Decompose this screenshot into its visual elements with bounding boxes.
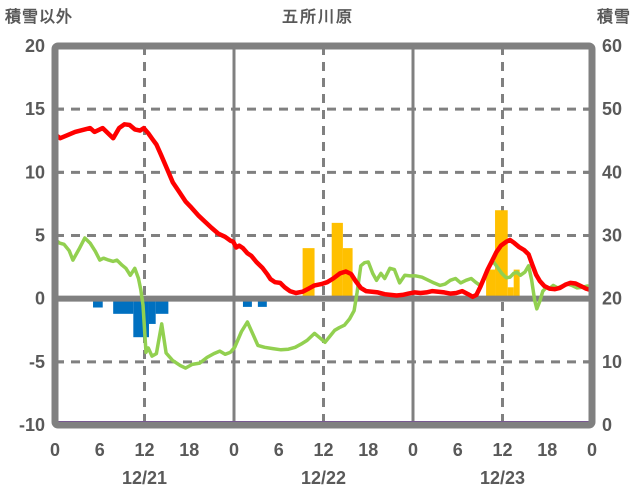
- plot-frame: [51, 42, 596, 429]
- x-axis-date-label: 12/23: [480, 468, 525, 488]
- right-axis-tick-label: 10: [602, 352, 622, 372]
- x-axis-date-label: 12/22: [301, 468, 346, 488]
- left-axis-tick-label: -5: [29, 352, 45, 372]
- right-axis-tick-label: 40: [602, 162, 622, 182]
- blue-bars-bar: [113, 298, 134, 314]
- blue-bars-bar: [257, 298, 267, 307]
- green-line-series: [53, 236, 594, 370]
- orange-bars-bar: [331, 222, 343, 299]
- x-axis-hour-label: 12: [313, 440, 333, 460]
- page-title: 五所川原: [281, 9, 354, 26]
- left-axis-tick-label: 0: [35, 289, 45, 309]
- right-axis-tick-label: 30: [602, 226, 622, 246]
- blue-bars-bar: [93, 298, 103, 308]
- right-axis-tick-label: 60: [602, 36, 622, 56]
- blue-bars-bar: [155, 298, 169, 314]
- left-axis-tick-label: 15: [25, 99, 45, 119]
- x-axis-hour-label: 12: [492, 440, 512, 460]
- x-axis-hour-label: 18: [179, 440, 199, 460]
- blue-bars-bar: [148, 298, 156, 324]
- x-axis-hour-label: 0: [408, 440, 418, 460]
- orange-bars-bar: [507, 287, 514, 299]
- x-axis-hour-label: 12: [134, 440, 154, 460]
- red-line-series: [52, 122, 595, 300]
- blue-bars-bar: [242, 298, 252, 307]
- blue-bars-bar: [133, 298, 149, 338]
- x-axis-date-label: 12/21: [122, 468, 167, 488]
- x-axis-hour-label: 18: [358, 440, 378, 460]
- x-axis-hour-label: 6: [274, 440, 284, 460]
- right-axis-tick-label: 50: [602, 99, 622, 119]
- right-axis-tick-label: 20: [602, 289, 622, 309]
- left-axis-title: 積雪以外: [5, 9, 74, 26]
- x-axis-hour-label: 6: [453, 440, 463, 460]
- orange-bars-bar: [513, 269, 520, 299]
- orange-bars-bar: [302, 248, 315, 299]
- left-axis-tick-label: 20: [25, 36, 45, 56]
- x-axis-hour-label: 0: [587, 440, 597, 460]
- x-axis-hour-label: 18: [537, 440, 557, 460]
- right-axis-tick-label: 0: [602, 415, 612, 435]
- x-axis-hour-label: 6: [95, 440, 105, 460]
- right-axis-title: 積雪: [596, 9, 631, 26]
- x-axis-hour-label: 0: [50, 440, 60, 460]
- left-axis-tick-label: 5: [35, 226, 45, 246]
- x-axis-hour-label: 0: [229, 440, 239, 460]
- orange-bars-bar: [486, 269, 496, 299]
- left-axis-tick-label: -10: [19, 415, 45, 435]
- left-axis-tick-label: 10: [25, 162, 45, 182]
